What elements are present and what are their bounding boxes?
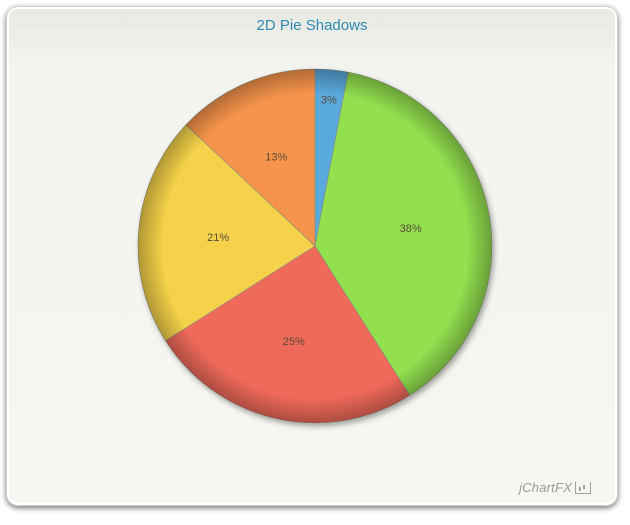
slice-label-0: 3% [321,95,337,107]
chart-frame: 2D Pie Shadows 3% 38% 25% 21% 13% jChartFX [6,6,618,506]
watermark: jChartFX [519,480,591,495]
slice-label-1: 38% [400,223,422,235]
slice-label-3: 21% [207,232,229,244]
pie-slices [137,68,493,424]
pie-chart: 3% 38% 25% 21% 13% [137,68,493,424]
slice-label-2: 25% [283,336,305,348]
pie-labels: 3% 38% 25% 21% 13% [207,95,422,348]
slice-label-4: 13% [265,152,287,164]
chart-title: 2D Pie Shadows [256,17,368,34]
watermark-text: jChartFX [519,480,572,495]
chartfx-logo-icon [575,481,591,494]
